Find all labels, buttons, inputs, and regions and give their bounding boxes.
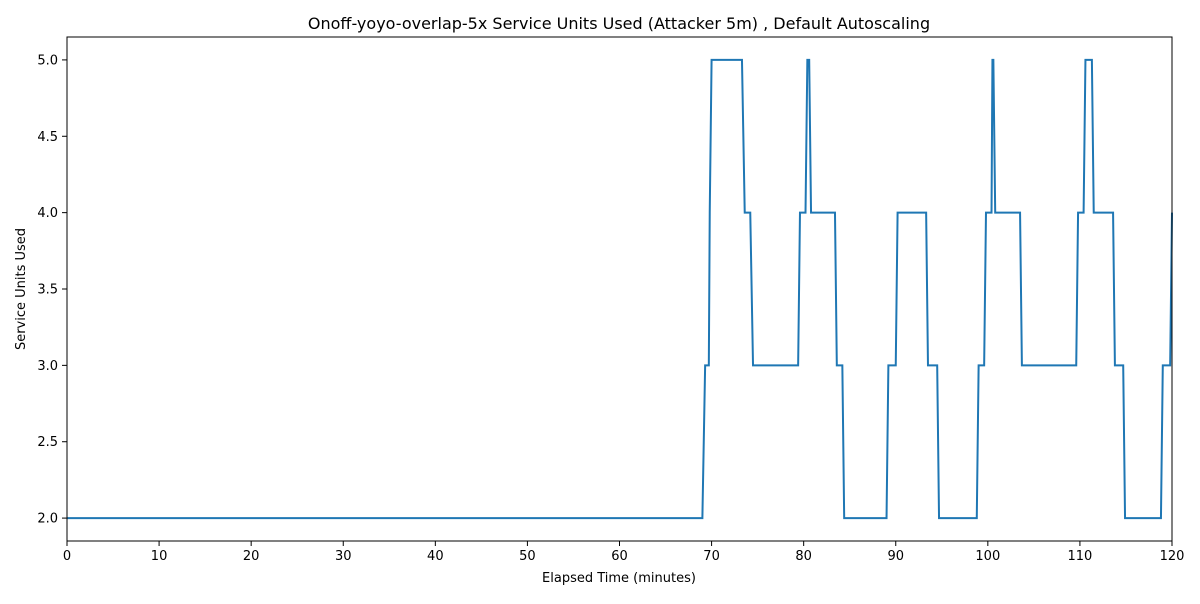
y-tick-label: 3.5 [37, 283, 58, 298]
x-tick-label: 70 [703, 549, 720, 564]
y-tick-label: 2.0 [37, 512, 58, 527]
y-tick-label: 3.0 [37, 359, 58, 374]
x-tick-label: 60 [611, 549, 628, 564]
x-tick-label: 40 [427, 549, 444, 564]
y-axis-ticks: 2.0 2.5 3.0 3.5 4.0 4.5 5.0 [37, 53, 67, 527]
x-tick-label: 30 [335, 549, 352, 564]
y-tick-label: 4.5 [37, 130, 58, 145]
x-tick-label: 80 [795, 549, 812, 564]
x-tick-label: 100 [975, 549, 1000, 564]
x-axis-ticks: 0 10 20 30 40 50 60 70 80 90 100 110 120 [63, 541, 1185, 564]
x-tick-label: 20 [243, 549, 260, 564]
x-axis-label: Elapsed Time (minutes) [542, 571, 696, 586]
x-tick-label: 10 [151, 549, 168, 564]
y-tick-label: 5.0 [37, 53, 58, 68]
x-tick-label: 90 [887, 549, 904, 564]
x-tick-label: 120 [1160, 549, 1185, 564]
x-tick-label: 50 [519, 549, 536, 564]
plot-frame [66, 36, 1173, 542]
y-axis-label: Service Units Used [14, 228, 29, 350]
y-tick-label: 4.0 [37, 206, 58, 221]
x-tick-label: 0 [63, 549, 71, 564]
y-tick-label: 2.5 [37, 435, 58, 450]
x-tick-label: 110 [1068, 549, 1093, 564]
series-line [67, 58, 1173, 520]
chart-title: Onoff-yoyo-overlap-5x Service Units Used… [308, 14, 930, 33]
